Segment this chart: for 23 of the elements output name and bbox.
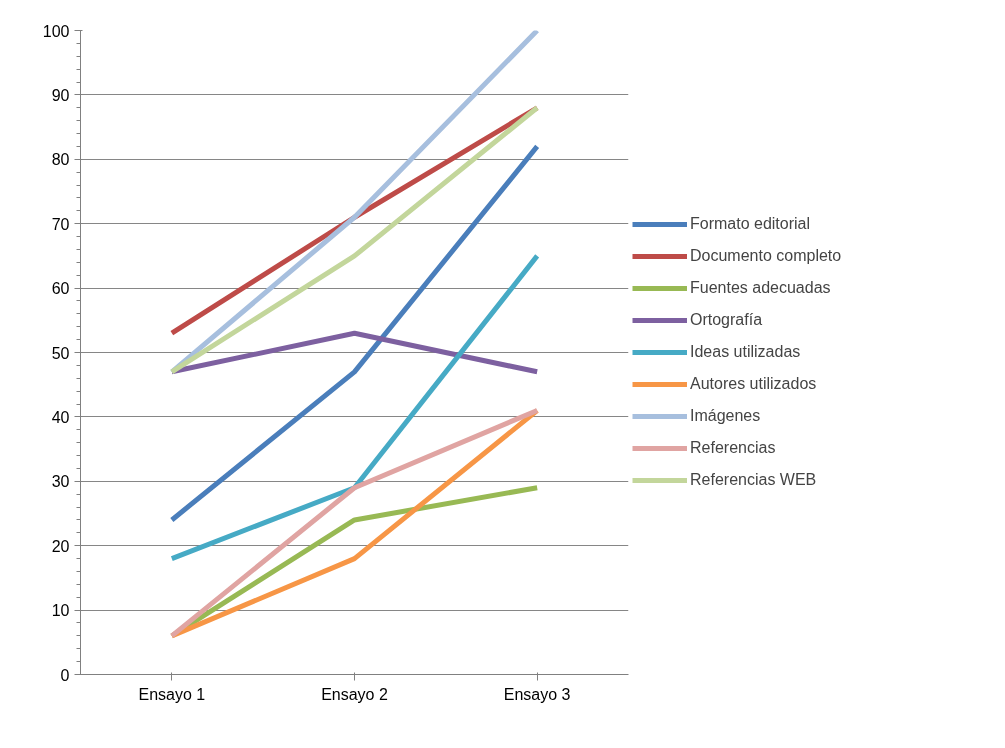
legend-label: Imágenes bbox=[690, 407, 761, 425]
x-tick-label: Ensayo 1 bbox=[138, 685, 206, 703]
y-tick-label: 100 bbox=[42, 22, 70, 40]
y-tick-label: 70 bbox=[51, 215, 70, 233]
legend-label: Autores utilizados bbox=[690, 375, 817, 393]
legend-label: Ideas utilizadas bbox=[690, 343, 801, 361]
legend-label: Referencias WEB bbox=[690, 471, 817, 489]
y-tick-label: 50 bbox=[51, 344, 70, 362]
y-tick-label: 60 bbox=[51, 280, 70, 298]
legend-label: Ortografía bbox=[690, 311, 763, 329]
x-tick-label: Ensayo 2 bbox=[321, 685, 388, 703]
legend-label: Documento completo bbox=[690, 247, 842, 265]
y-tick-label: 90 bbox=[51, 86, 70, 104]
legend-label: Fuentes adecuadas bbox=[690, 279, 831, 297]
x-tick-label: Ensayo 3 bbox=[503, 685, 571, 703]
y-tick-label: 20 bbox=[51, 537, 70, 555]
y-tick-label: 0 bbox=[60, 666, 70, 684]
y-tick-label: 30 bbox=[51, 473, 70, 491]
y-tick-label: 40 bbox=[51, 408, 70, 426]
legend-label: Formato editorial bbox=[690, 215, 811, 233]
legend-label: Referencias bbox=[690, 439, 776, 457]
y-tick-label: 10 bbox=[51, 602, 70, 620]
y-tick-label: 80 bbox=[51, 151, 70, 169]
